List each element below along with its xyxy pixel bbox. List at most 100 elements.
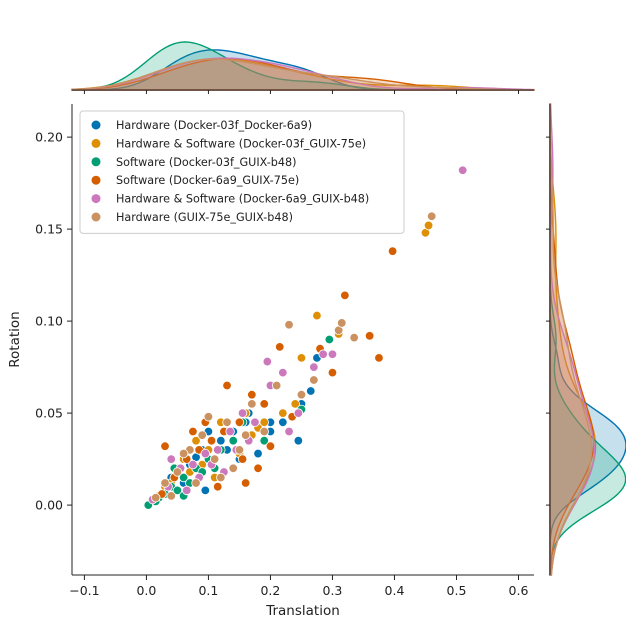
y-axis-title: Rotation <box>7 311 23 367</box>
scatter-point <box>240 430 251 440</box>
y-tick-label: 0.10 <box>35 314 63 329</box>
scatter-point <box>234 445 245 455</box>
scatter-point <box>225 426 235 437</box>
scatter-point <box>337 318 347 328</box>
scatter-point <box>309 362 319 372</box>
x-tick-label: 0.6 <box>509 583 529 598</box>
scatter-point <box>237 454 248 464</box>
scatter-point <box>253 448 263 459</box>
right-kde-curve <box>549 103 593 576</box>
scatter-point <box>240 478 251 488</box>
legend-marker <box>91 194 101 204</box>
top-kde-curve <box>71 58 535 91</box>
scatter-point <box>213 481 223 492</box>
scatter-point <box>259 426 269 437</box>
scatter-point <box>188 426 198 437</box>
scatter-point <box>182 485 192 496</box>
scatter-point <box>216 435 226 446</box>
scatter-point <box>271 380 282 391</box>
scatter-point <box>259 417 269 427</box>
scatter-point <box>247 399 257 409</box>
scatter-point <box>206 435 217 446</box>
legend-label: Hardware (GUIX-75e_GUIX-b48) <box>116 211 293 224</box>
scatter-points <box>143 165 468 510</box>
scatter-point <box>200 485 211 496</box>
top-marginal-kde <box>71 41 535 91</box>
scatter-point <box>293 435 304 446</box>
scatter-point <box>213 445 223 455</box>
scatter-point <box>234 417 245 427</box>
scatter-point <box>284 320 294 330</box>
scatter-point <box>222 417 232 427</box>
scatter-point <box>160 478 170 488</box>
scatter-point <box>364 331 375 341</box>
y-tick-label: 0.15 <box>35 222 63 237</box>
scatter-point <box>293 408 304 418</box>
scatter-point <box>262 356 273 367</box>
scatter-point <box>228 435 238 446</box>
scatter-point <box>200 448 211 459</box>
scatter-point <box>306 386 316 396</box>
scatter-point <box>426 211 437 221</box>
scatter-point <box>151 493 161 503</box>
scatter-point <box>197 430 207 440</box>
scatter-point <box>216 472 226 483</box>
scatter-point <box>387 246 398 256</box>
scatter-point <box>237 408 248 418</box>
right-kde-curve <box>549 103 596 576</box>
scatter-point <box>172 485 183 496</box>
scatter-point <box>275 342 285 352</box>
y-tick-label: 0.05 <box>35 406 63 421</box>
legend-label: Hardware (Docker-03f_Docker-6a9) <box>116 119 312 132</box>
scatter-point <box>259 435 269 446</box>
scatter-point <box>209 454 220 464</box>
scatter-point <box>278 417 288 427</box>
scatter-point <box>296 353 307 363</box>
scatter-point <box>250 417 260 427</box>
y-tick-label: 0.00 <box>35 498 63 513</box>
scatter-point <box>191 478 201 488</box>
scatter-point <box>172 467 183 477</box>
scatter-point <box>247 390 257 400</box>
scatter-point <box>166 454 176 464</box>
scatter-point <box>290 399 300 409</box>
legend: Hardware (Docker-03f_Docker-6a9) Hardware… <box>79 110 405 234</box>
legend-label: Hardware & Software (Docker-6a9_GUIX-b48… <box>116 193 369 206</box>
x-tick-label: 0.3 <box>323 583 343 598</box>
scatter-point <box>324 334 335 345</box>
scatter-point <box>374 353 384 363</box>
x-tick-label: 0.4 <box>385 583 405 598</box>
scatter-point <box>178 448 189 459</box>
scatter-point <box>457 165 468 175</box>
scatter-point <box>327 349 338 359</box>
scatter-point <box>312 310 322 321</box>
legend-marker <box>91 120 101 130</box>
legend-label: Software (Docker-03f_GUIX-b48) <box>116 156 297 169</box>
legend-marker <box>91 175 101 185</box>
x-tick-label: 0.1 <box>198 583 218 598</box>
x-axis-title: Translation <box>265 603 340 619</box>
scatter-point <box>178 472 189 483</box>
scatter-point <box>222 380 232 391</box>
legend-marker <box>91 157 101 167</box>
x-tick-label: 0.0 <box>136 583 156 598</box>
scatter-point <box>278 367 288 378</box>
scatter-point <box>160 441 170 451</box>
main-plot-area <box>71 89 551 576</box>
scatter-point <box>309 375 319 385</box>
scatter-point <box>265 441 276 451</box>
scatter-point <box>259 399 269 409</box>
scatter-point <box>278 408 288 418</box>
scatter-point <box>166 491 176 501</box>
legend-box <box>79 110 405 234</box>
scatter-point <box>340 290 350 301</box>
scatter-point <box>253 463 263 473</box>
legend-label: Hardware & Software (Docker-03f_GUIX-75e… <box>116 137 366 150</box>
legend-marker <box>91 212 101 222</box>
legend-label: Software (Docker-6a9_GUIX-75e) <box>116 174 299 187</box>
scatter-point <box>318 349 328 359</box>
scatter-point <box>423 220 434 231</box>
scatter-point <box>228 463 238 473</box>
scatter-point <box>188 459 198 470</box>
